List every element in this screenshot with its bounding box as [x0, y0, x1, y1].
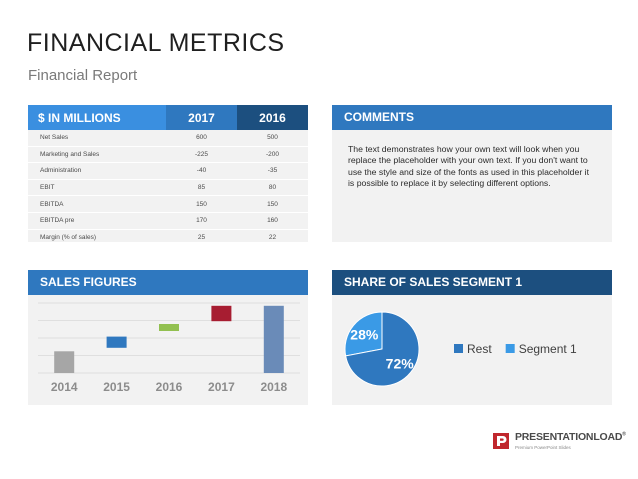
page-subtitle: Financial Report: [28, 67, 138, 84]
table-cell-label: Margin (% of sales): [28, 229, 166, 247]
financial-table-panel: $ IN MILLIONS 2017 2016 Net Sales 600 500 M…: [28, 105, 308, 247]
table-cell-2016: 80: [237, 179, 308, 197]
pie-slice-rest: [345, 311, 420, 387]
share-of-sales-header: SHARE OF SALES SEGMENT 1: [332, 270, 612, 295]
sales-figures-panel: SALES FIGURES 2014 2015 2016 2017 2018: [28, 270, 308, 405]
table-row: Marketing and Sales -225 -200: [28, 146, 308, 164]
table-cell-2017: -225: [166, 146, 237, 164]
x-tick-label: 2017: [208, 380, 235, 394]
table-header-2017: 2017: [166, 105, 237, 130]
logo-trademark: ®: [622, 431, 626, 438]
table-cell-2016: 500: [237, 130, 308, 147]
bar-2015: [106, 336, 127, 348]
x-tick-label: 2016: [156, 380, 183, 394]
table-cell-label: EBITDA: [28, 195, 166, 213]
legend-label: Rest: [467, 342, 492, 356]
table-cell-2017: 25: [166, 229, 237, 247]
table-row: EBITDA pre 170 160: [28, 212, 308, 230]
table-body: Net Sales 600 500 Marketing and Sales -225 -2…: [28, 130, 308, 247]
legend-swatch: [454, 344, 463, 353]
table-cell-2016: 150: [237, 195, 308, 213]
table-cell-2016: -200: [237, 146, 308, 164]
legend-swatch: [505, 344, 515, 353]
logo-wordmark: PRESENTATIONLOAD®: [515, 431, 626, 443]
table-cell-label: EBIT: [28, 179, 166, 197]
table-cell-label: Net Sales: [28, 130, 166, 147]
table-header-label: $ IN MILLIONS: [28, 105, 166, 130]
bar-2014: [54, 351, 75, 373]
pie-slice-segment-1: [344, 311, 383, 357]
table-cell-label: Administration: [28, 162, 166, 180]
table-row: Margin (% of sales) 25 22: [28, 229, 308, 247]
table-header-2016: 2016: [237, 105, 308, 130]
logo-mark-icon: [493, 433, 509, 449]
sales-figures-chart: 2014 2015 2016 2017 2018: [38, 302, 300, 394]
table-cell-2017: 150: [166, 195, 237, 213]
x-tick-label: 2015: [103, 380, 130, 394]
table-row: EBIT 85 80: [28, 179, 308, 197]
legend-label: Segment 1: [519, 342, 577, 356]
table-cell-2016: -35: [237, 162, 308, 180]
table-cell-2017: 170: [166, 212, 237, 230]
logo-tagline: Premium PowerPoint Slides: [515, 445, 571, 450]
financial-table: $ IN MILLIONS 2017 2016 Net Sales 600 500 M…: [28, 105, 308, 247]
bar-2016: [159, 324, 179, 331]
table-row: EBITDA 150 150: [28, 195, 308, 213]
x-tick-label: 2018: [260, 380, 287, 394]
x-tick-label: 2014: [51, 380, 78, 394]
comments-body: The text demonstrates how your own text …: [348, 144, 589, 189]
share-of-sales-panel: SHARE OF SALES SEGMENT 1 28% 72% Rest Segme…: [332, 270, 612, 405]
bar-2017: [211, 305, 232, 322]
logo-brand-main: PRESENTATION: [515, 431, 594, 443]
bar-2018: [263, 305, 284, 373]
table-cell-2016: 160: [237, 212, 308, 230]
pie-data-label: 28%: [350, 326, 379, 342]
table-cell-2017: 85: [166, 179, 237, 197]
table-cell-2016: 22: [237, 229, 308, 247]
table-row: Net Sales 600 500: [28, 130, 308, 147]
comments-panel: COMMENTS The text demonstrates how your …: [332, 105, 612, 242]
page-title: FINANCIAL METRICS: [27, 29, 285, 57]
table-cell-2017: 600: [166, 130, 237, 147]
table-row: Administration -40 -35: [28, 162, 308, 180]
table-cell-label: EBITDA pre: [28, 212, 166, 230]
sales-figures-header: SALES FIGURES: [28, 270, 308, 295]
table-cell-label: Marketing and Sales: [28, 146, 166, 164]
logo-brand-load: LOAD: [593, 431, 623, 443]
pie-data-label: 72%: [386, 356, 415, 372]
presentationload-logo: PRESENTATIONLOAD® Premium PowerPoint Sli…: [492, 430, 626, 458]
comments-header: COMMENTS: [332, 105, 612, 130]
share-of-sales-chart: 28% 72% Rest Segment 1: [344, 311, 577, 387]
table-cell-2017: -40: [166, 162, 237, 180]
